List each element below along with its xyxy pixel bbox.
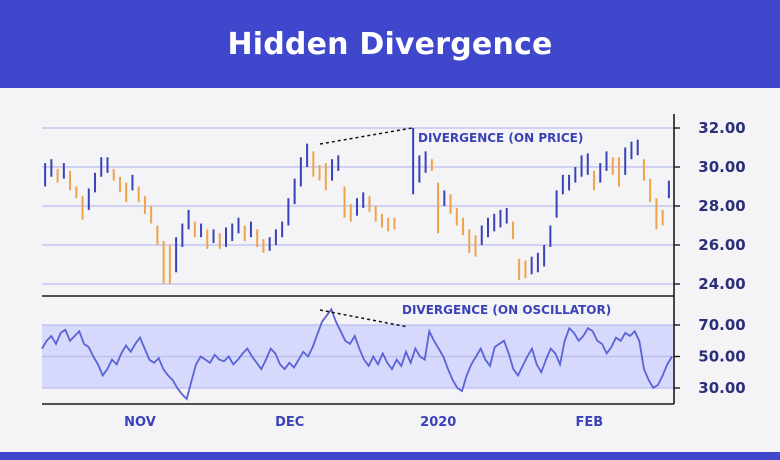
price-y-tick: 26.00 <box>698 236 745 254</box>
price-y-tick: 30.00 <box>698 158 745 176</box>
osc-y-tick: 50.00 <box>698 348 745 366</box>
oscillator-divergence-line <box>319 309 409 328</box>
title-bar: Hidden Divergence <box>0 0 780 88</box>
x-ticks: NOV DEC 2020 FEB <box>124 415 603 430</box>
x-tick-label: FEB <box>575 415 603 430</box>
chart-canvas: DIVERGENCE (ON PRICE) DIVERGENCE (ON OSC… <box>41 114 746 430</box>
price-divergence-label: DIVERGENCE (ON PRICE) <box>418 131 583 145</box>
price-y-tick: 28.00 <box>698 197 745 215</box>
osc-y-tick: 70.00 <box>698 316 745 334</box>
bottom-bar <box>0 452 780 460</box>
price-y-tick: 32.00 <box>698 119 745 137</box>
x-tick-label: 2020 <box>420 415 456 430</box>
x-tick-label: NOV <box>124 415 156 430</box>
osc-y-tick: 30.00 <box>698 379 745 397</box>
price-y-tick: 24.00 <box>698 275 745 293</box>
oscillator-line <box>41 307 673 401</box>
price-y-ticks: 32.00 30.00 28.00 26.00 24.00 <box>674 119 746 293</box>
oscillator-divergence-label: DIVERGENCE (ON OSCILLATOR) <box>402 303 611 317</box>
oscillator-y-ticks: 70.00 50.00 30.00 <box>674 316 746 397</box>
price-candles <box>44 128 670 284</box>
x-tick-label: DEC <box>275 415 304 430</box>
price-divergence-line <box>319 127 413 145</box>
chart-title: Hidden Divergence <box>227 26 553 62</box>
